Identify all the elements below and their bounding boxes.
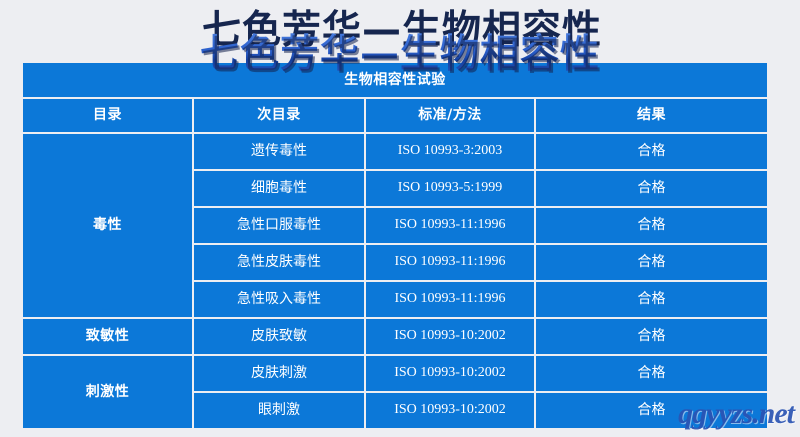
- column-header-category: 目录: [22, 98, 193, 133]
- standard-cell: ISO 10993-10:2002: [365, 318, 535, 355]
- subcategory-cell: 细胞毒性: [193, 170, 365, 207]
- standard-cell: ISO 10993-11:1996: [365, 207, 535, 244]
- table-row: 刺激性 皮肤刺激 ISO 10993-10:2002 合格: [22, 355, 768, 429]
- subcategory-cell: 皮肤致敏: [193, 318, 365, 355]
- table-row: 眼刺激 ISO 10993-10:2002 合格: [22, 392, 768, 429]
- page-title-shadow: 七色芳华—生物相容性: [2, 6, 800, 56]
- table-row: 急性皮肤毒性 ISO 10993-11:1996 合格: [22, 244, 768, 281]
- column-header-standard: 标准/方法: [365, 98, 535, 133]
- standard-cell: ISO 10993-10:2002: [365, 355, 535, 392]
- result-cell: 合格: [535, 170, 768, 207]
- table-row: 急性吸入毒性 ISO 10993-11:1996 合格: [22, 281, 768, 318]
- table-row: 急性口服毒性 ISO 10993-11:1996 合格: [22, 207, 768, 244]
- result-cell: 合格: [535, 392, 768, 429]
- column-header-subcategory: 次目录: [193, 98, 365, 133]
- subcategory-cell: 急性皮肤毒性: [193, 244, 365, 281]
- subcategory-cell: 急性吸入毒性: [193, 281, 365, 318]
- result-cell: 合格: [535, 207, 768, 244]
- column-header-result: 结果: [535, 98, 768, 133]
- result-cell: 合格: [535, 244, 768, 281]
- table-row: 致敏性 皮肤致敏 ISO 10993-10:2002 合格: [22, 318, 768, 355]
- standard-cell: ISO 10993-3:2003: [365, 133, 535, 170]
- result-cell: 合格: [535, 355, 768, 392]
- category-cell: 致敏性: [22, 318, 193, 355]
- page-title: 七色芳华—生物相容性: [0, 30, 800, 80]
- standard-cell: ISO 10993-11:1996: [365, 281, 535, 318]
- standard-cell: ISO 10993-10:2002: [365, 392, 535, 429]
- table-header-row: 目录 次目录 标准/方法 结果: [22, 98, 768, 133]
- result-cell: 合格: [535, 281, 768, 318]
- table-caption-row: 生物相容性试验: [22, 62, 768, 98]
- category-cell: 毒性: [22, 133, 193, 318]
- category-cell: 刺激性: [22, 355, 193, 429]
- table-row: 细胞毒性 ISO 10993-5:1999 合格: [22, 170, 768, 207]
- subcategory-cell: 遗传毒性: [193, 133, 365, 170]
- standard-cell: ISO 10993-11:1996: [365, 244, 535, 281]
- table-caption: 生物相容性试验: [22, 62, 768, 98]
- table-row: 毒性 遗传毒性 ISO 10993-3:2003 合格: [22, 133, 768, 318]
- result-cell: 合格: [535, 133, 768, 170]
- standard-cell: ISO 10993-5:1999: [365, 170, 535, 207]
- subcategory-cell: 急性口服毒性: [193, 207, 365, 244]
- subcategory-cell: 眼刺激: [193, 392, 365, 429]
- subcategory-cell: 皮肤刺激: [193, 355, 365, 392]
- result-cell: 合格: [535, 318, 768, 355]
